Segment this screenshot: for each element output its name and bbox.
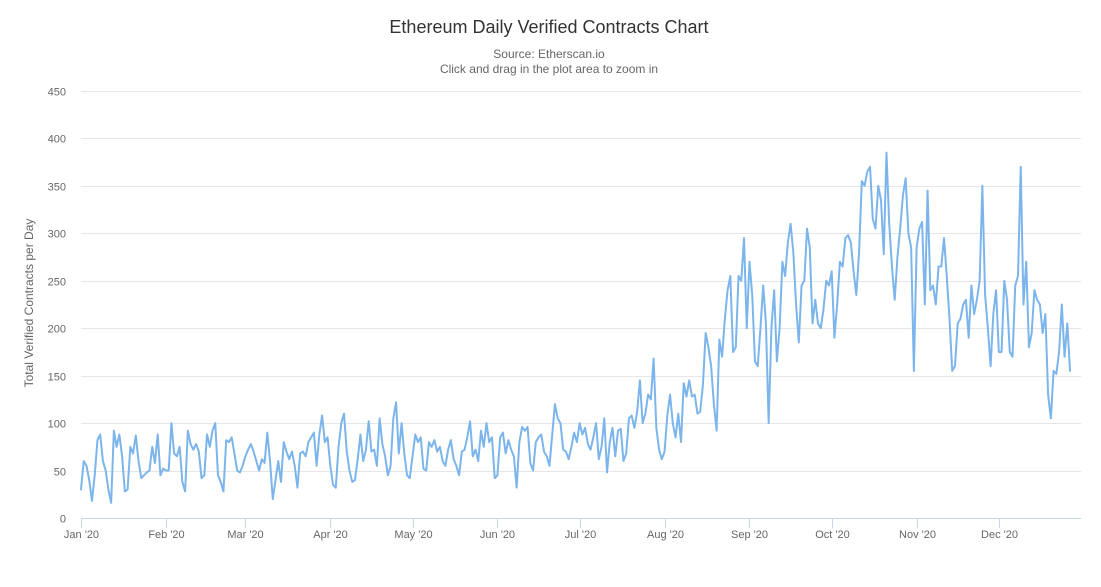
x-axis-ticks: Jan '20 Feb '20 Mar '20 Apr '20 May '20 Jun '… bbox=[64, 518, 1081, 541]
y-tick-label: 0 bbox=[60, 514, 66, 526]
y-tick-label: 400 bbox=[48, 134, 66, 146]
chart-subtitle-source: Source: Etherscan.io bbox=[493, 47, 605, 61]
gridlines bbox=[81, 91, 1081, 519]
series-layer[interactable] bbox=[80, 151, 1072, 504]
x-tick-label: May '20 bbox=[394, 529, 432, 541]
y-tick-label: 300 bbox=[48, 229, 66, 241]
x-tick-label: Jul '20 bbox=[565, 529, 596, 541]
x-tick-label: Dec '20 bbox=[981, 529, 1018, 541]
y-tick-label: 150 bbox=[48, 372, 66, 384]
y-tick-label: 50 bbox=[54, 467, 66, 479]
x-tick-label: Jan '20 bbox=[64, 529, 99, 541]
x-tick-label: Oct '20 bbox=[815, 529, 850, 541]
x-tick-label: Apr '20 bbox=[313, 529, 348, 541]
y-tick-label: 250 bbox=[48, 277, 66, 289]
x-tick-label: Sep '20 bbox=[731, 529, 768, 541]
y-axis-title: Total Verified Contracts per Day bbox=[22, 219, 36, 388]
y-tick-label: 350 bbox=[48, 182, 66, 194]
chart-subtitle-zoom-hint: Click and drag in the plot area to zoom … bbox=[440, 62, 658, 76]
x-tick-label: Nov '20 bbox=[899, 529, 936, 541]
y-tick-label: 200 bbox=[48, 324, 66, 336]
x-tick-label: Aug '20 bbox=[647, 529, 684, 541]
chart-title: Ethereum Daily Verified Contracts Chart bbox=[389, 17, 708, 37]
y-tick-label: 450 bbox=[48, 87, 66, 99]
x-tick-label: Feb '20 bbox=[148, 529, 184, 541]
y-axis-ticks: 0 50 100 150 200 250 300 350 400 450 bbox=[48, 87, 66, 526]
x-tick-label: Mar '20 bbox=[227, 529, 263, 541]
x-tick-label: Jun '20 bbox=[480, 529, 515, 541]
y-tick-label: 100 bbox=[48, 419, 66, 431]
series-line-verified-contracts[interactable] bbox=[80, 151, 1072, 504]
